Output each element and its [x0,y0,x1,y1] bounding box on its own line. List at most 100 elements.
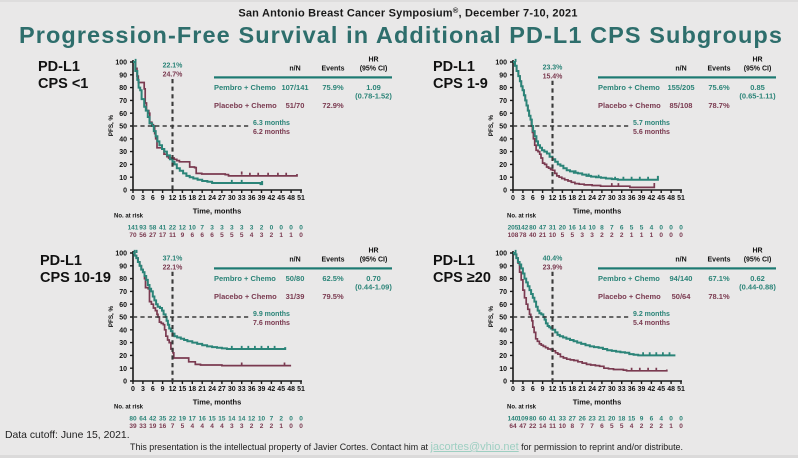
svg-text:5.7 months: 5.7 months [633,120,670,127]
svg-text:0: 0 [123,188,127,195]
svg-text:HR: HR [368,56,378,63]
svg-text:107/141: 107/141 [281,83,308,92]
svg-text:0: 0 [123,379,127,386]
svg-text:40: 40 [119,327,127,334]
svg-text:90: 90 [119,263,127,270]
svg-text:2: 2 [620,232,624,239]
svg-text:5: 5 [220,232,224,239]
svg-text:10: 10 [499,175,507,182]
svg-text:20: 20 [119,353,127,360]
svg-text:0: 0 [669,225,673,232]
svg-text:(0.65-1.11): (0.65-1.11) [739,92,776,101]
svg-text:30: 30 [608,195,616,202]
svg-text:60: 60 [119,302,127,309]
svg-text:No. at risk: No. at risk [507,214,537,220]
svg-text:Events: Events [708,65,731,72]
svg-text:70: 70 [129,232,137,239]
svg-text:78.1%: 78.1% [708,292,730,301]
svg-text:22.1%: 22.1% [163,63,184,70]
svg-text:4: 4 [220,423,224,430]
svg-text:31: 31 [549,225,557,232]
svg-text:10: 10 [588,225,596,232]
svg-text:5: 5 [640,225,644,232]
svg-text:80: 80 [119,276,127,283]
svg-text:15: 15 [559,195,567,202]
svg-text:12: 12 [179,225,187,232]
svg-text:18: 18 [188,195,196,202]
svg-text:(95% CI): (95% CI) [744,256,772,263]
svg-text:21: 21 [198,386,206,393]
svg-text:30: 30 [608,386,616,393]
svg-text:30: 30 [228,195,236,202]
svg-text:18: 18 [568,195,576,202]
svg-text:39: 39 [638,195,646,202]
svg-text:20: 20 [499,353,507,360]
svg-text:5: 5 [230,232,234,239]
svg-text:1: 1 [630,232,634,239]
svg-text:3: 3 [590,232,594,239]
svg-text:70: 70 [499,98,507,105]
svg-text:0: 0 [131,386,135,393]
svg-text:12: 12 [549,195,557,202]
svg-text:0: 0 [669,416,673,423]
svg-text:(95% CI): (95% CI) [360,65,388,72]
svg-text:60: 60 [499,111,507,118]
svg-text:48: 48 [667,195,675,202]
svg-text:7: 7 [580,423,584,430]
svg-text:0: 0 [679,423,683,430]
svg-text:6.2 months: 6.2 months [253,129,290,136]
svg-text:2: 2 [600,232,604,239]
svg-text:39: 39 [129,423,137,430]
svg-text:90: 90 [499,72,507,79]
svg-text:6.3 months: 6.3 months [253,120,290,127]
svg-text:20: 20 [499,162,507,169]
svg-text:0: 0 [299,225,303,232]
svg-text:6: 6 [200,232,204,239]
svg-text:1: 1 [279,423,283,430]
svg-text:7.6 months: 7.6 months [253,320,290,327]
svg-text:45: 45 [277,386,285,393]
svg-text:3: 3 [230,423,234,430]
svg-text:Events: Events [322,65,345,72]
svg-text:51: 51 [677,195,685,202]
svg-text:64: 64 [509,423,517,430]
svg-text:23.3%: 23.3% [543,64,564,71]
svg-text:Time, months: Time, months [573,398,622,407]
svg-text:Pembro + Chemo: Pembro + Chemo [214,83,276,92]
svg-text:22: 22 [169,225,177,232]
svg-text:79.5%: 79.5% [322,292,344,301]
svg-text:50: 50 [119,315,127,322]
svg-text:5: 5 [181,423,185,430]
svg-text:Placebo + Chemo: Placebo + Chemo [598,292,661,301]
svg-text:5.6 months: 5.6 months [633,129,670,136]
svg-text:48: 48 [287,386,295,393]
svg-text:142: 142 [517,225,528,232]
svg-text:23.9%: 23.9% [543,264,564,271]
svg-text:42: 42 [648,195,656,202]
svg-text:24: 24 [208,195,216,202]
svg-text:36: 36 [248,386,256,393]
svg-text:HR: HR [752,56,762,63]
svg-text:30: 30 [119,149,127,156]
svg-text:18: 18 [568,386,576,393]
svg-text:36: 36 [628,195,636,202]
svg-text:HR: HR [752,247,762,254]
svg-text:6: 6 [650,416,654,423]
svg-text:30: 30 [499,149,507,156]
svg-text:(0.44-0.88): (0.44-0.88) [739,283,776,292]
svg-text:18: 18 [188,386,196,393]
svg-text:23: 23 [588,416,596,423]
svg-text:3: 3 [250,225,254,232]
svg-text:14: 14 [579,225,587,232]
svg-text:16: 16 [159,423,167,430]
svg-text:108: 108 [508,232,519,239]
svg-text:27: 27 [218,386,226,393]
svg-text:14: 14 [238,416,246,423]
svg-text:8: 8 [600,225,604,232]
svg-text:40: 40 [119,136,127,143]
svg-text:10: 10 [559,423,567,430]
svg-text:9.9 months: 9.9 months [253,311,290,318]
svg-text:45: 45 [277,195,285,202]
svg-text:27: 27 [598,386,606,393]
svg-text:n/N: n/N [289,256,300,263]
